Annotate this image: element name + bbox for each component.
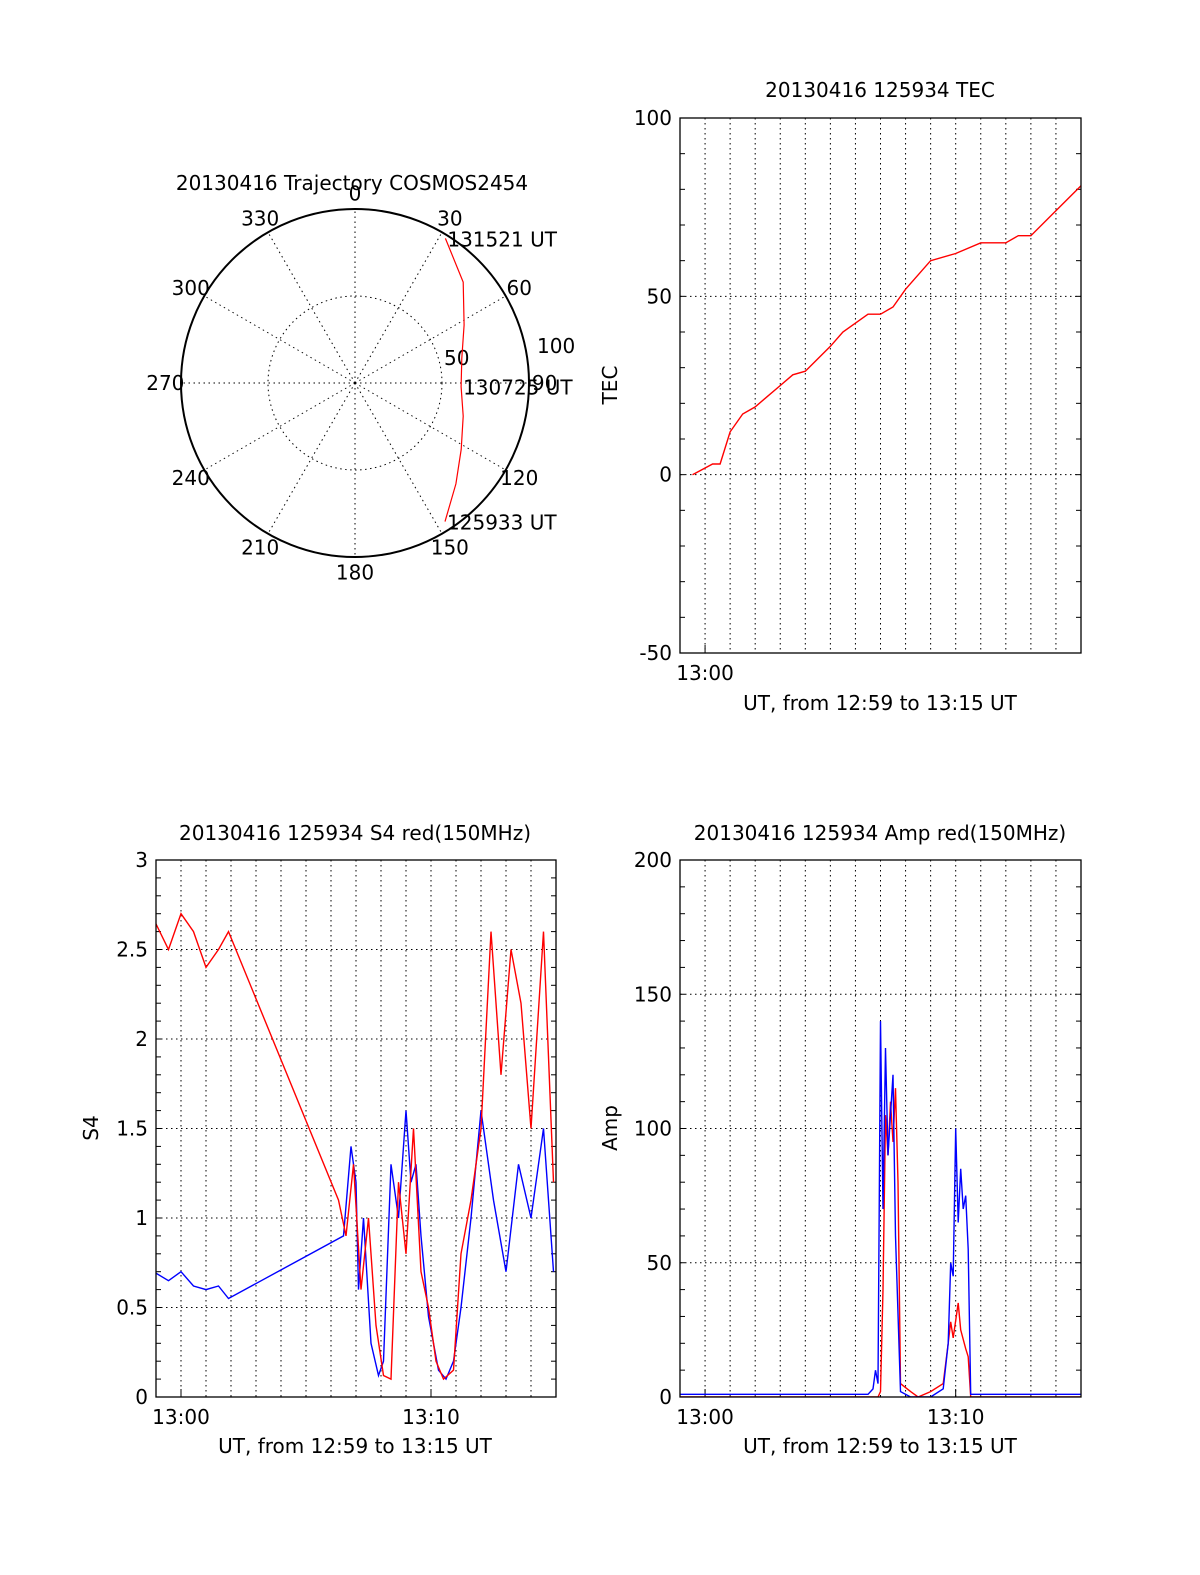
polar-angle-label: 30 — [437, 207, 462, 231]
tec-title: 20130416 125934 TEC — [765, 78, 995, 102]
polar-spoke — [354, 295, 506, 384]
polar-angle-label: 90 — [532, 371, 557, 395]
polar-angle-label: 60 — [507, 276, 532, 300]
tec-series-group — [692, 185, 1081, 476]
s4-ytick-label: 2.5 — [116, 938, 148, 962]
trajectory-time-label: 125933 UT — [447, 511, 557, 535]
tec-ytick-label: 100 — [634, 106, 672, 130]
amp-frame — [679, 859, 1082, 1398]
tec-ytick-label: 0 — [659, 463, 672, 487]
polar-angle-label: 150 — [431, 535, 469, 559]
s4-ytick-label: 2 — [135, 1027, 148, 1051]
s4-ylabel: S4 — [79, 1115, 103, 1140]
tec-ylabel: TEC — [598, 366, 622, 406]
s4-plot-area: 0 0.5 1 1.5 2 2.5 3 13:00 13:10 — [116, 848, 557, 1429]
trajectory-track — [444, 238, 465, 522]
s4-ytick-label: 0 — [135, 1385, 148, 1409]
polar-spoke — [204, 382, 356, 471]
polar-spoke — [267, 232, 356, 384]
s4-frame — [155, 859, 557, 1398]
polar-angle-label: 210 — [241, 535, 279, 559]
polar-spoke — [354, 382, 506, 471]
tec-series-line — [692, 185, 1081, 476]
polar-spoke — [204, 295, 356, 384]
polar-spoke — [354, 232, 443, 384]
polar-radius-label: 100 — [537, 334, 575, 358]
s4-series-group — [156, 912, 555, 1381]
amp-series-group — [680, 1021, 1081, 1397]
amp-panel: 20130416 125934 Amp red(150MHz) Amp UT, … — [598, 821, 1082, 1458]
trajectory-time-label: 130725 UT — [463, 376, 573, 400]
s4-series-line — [156, 1110, 555, 1381]
s4-series-line — [156, 912, 555, 1381]
tec-xtick-label: 13:00 — [676, 661, 734, 685]
amp-series-line — [680, 1021, 1081, 1397]
amp-ytick-label: 100 — [634, 1117, 672, 1141]
amp-xlabel: UT, from 12:59 to 13:15 UT — [743, 1434, 1018, 1458]
amp-title: 20130416 125934 Amp red(150MHz) — [694, 821, 1066, 845]
polar-radius-label: 50 — [444, 346, 469, 370]
polar-angle-label: 180 — [336, 561, 374, 585]
s4-ytick-label: 1 — [135, 1206, 148, 1230]
tec-plot-area: -50 0 50 100 13:00 — [634, 106, 1082, 685]
tec-xlabel: UT, from 12:59 to 13:15 UT — [743, 691, 1018, 715]
tec-frame — [679, 117, 1082, 654]
s4-xtick-label: 13:00 — [152, 1405, 210, 1429]
s4-ytick-label: 3 — [135, 848, 148, 872]
amp-series-line — [680, 1088, 1081, 1397]
s4-panel: 20130416 125934 S4 red(150MHz) S4 UT, fr… — [79, 821, 557, 1458]
tec-panel: 20130416 125934 TEC TEC UT, from 12:59 t… — [598, 78, 1082, 715]
trajectory-time-label: 131521 UT — [447, 227, 557, 251]
trajectory-title: 20130416 Trajectory COSMOS2454 — [176, 171, 528, 195]
amp-ytick-label: 0 — [659, 1385, 672, 1409]
s4-xlabel: UT, from 12:59 to 13:15 UT — [218, 1434, 493, 1458]
polar-spoke — [267, 382, 356, 534]
polar-spoke — [354, 382, 443, 534]
amp-plot-area: 0 50 100 150 200 13:00 13:10 — [634, 848, 1082, 1429]
polar-outer-circle — [180, 208, 530, 558]
amp-xtick-label: 13:10 — [927, 1405, 985, 1429]
amp-ytick-label: 50 — [647, 1251, 672, 1275]
amp-ytick-label: 200 — [634, 848, 672, 872]
s4-xtick-label: 13:10 — [402, 1405, 460, 1429]
polar-grid-circle — [267, 295, 443, 471]
amp-xtick-label: 13:00 — [676, 1405, 734, 1429]
tec-ytick-label: 50 — [647, 284, 672, 308]
s4-ytick-label: 1.5 — [116, 1117, 148, 1141]
s4-title: 20130416 125934 S4 red(150MHz) — [179, 821, 531, 845]
polar-angle-label: 330 — [241, 207, 279, 231]
tec-ytick-label: -50 — [639, 641, 672, 665]
trajectory-panel: 20130416 Trajectory COSMOS2454 0 30 60 90 12… — [146, 171, 575, 585]
amp-ytick-label: 150 — [634, 982, 672, 1006]
polar-angle-label: 0 — [349, 181, 362, 205]
s4-ytick-label: 0.5 — [116, 1296, 148, 1320]
amp-ylabel: Amp — [598, 1105, 622, 1151]
polar-angle-label: 270 — [146, 371, 184, 395]
